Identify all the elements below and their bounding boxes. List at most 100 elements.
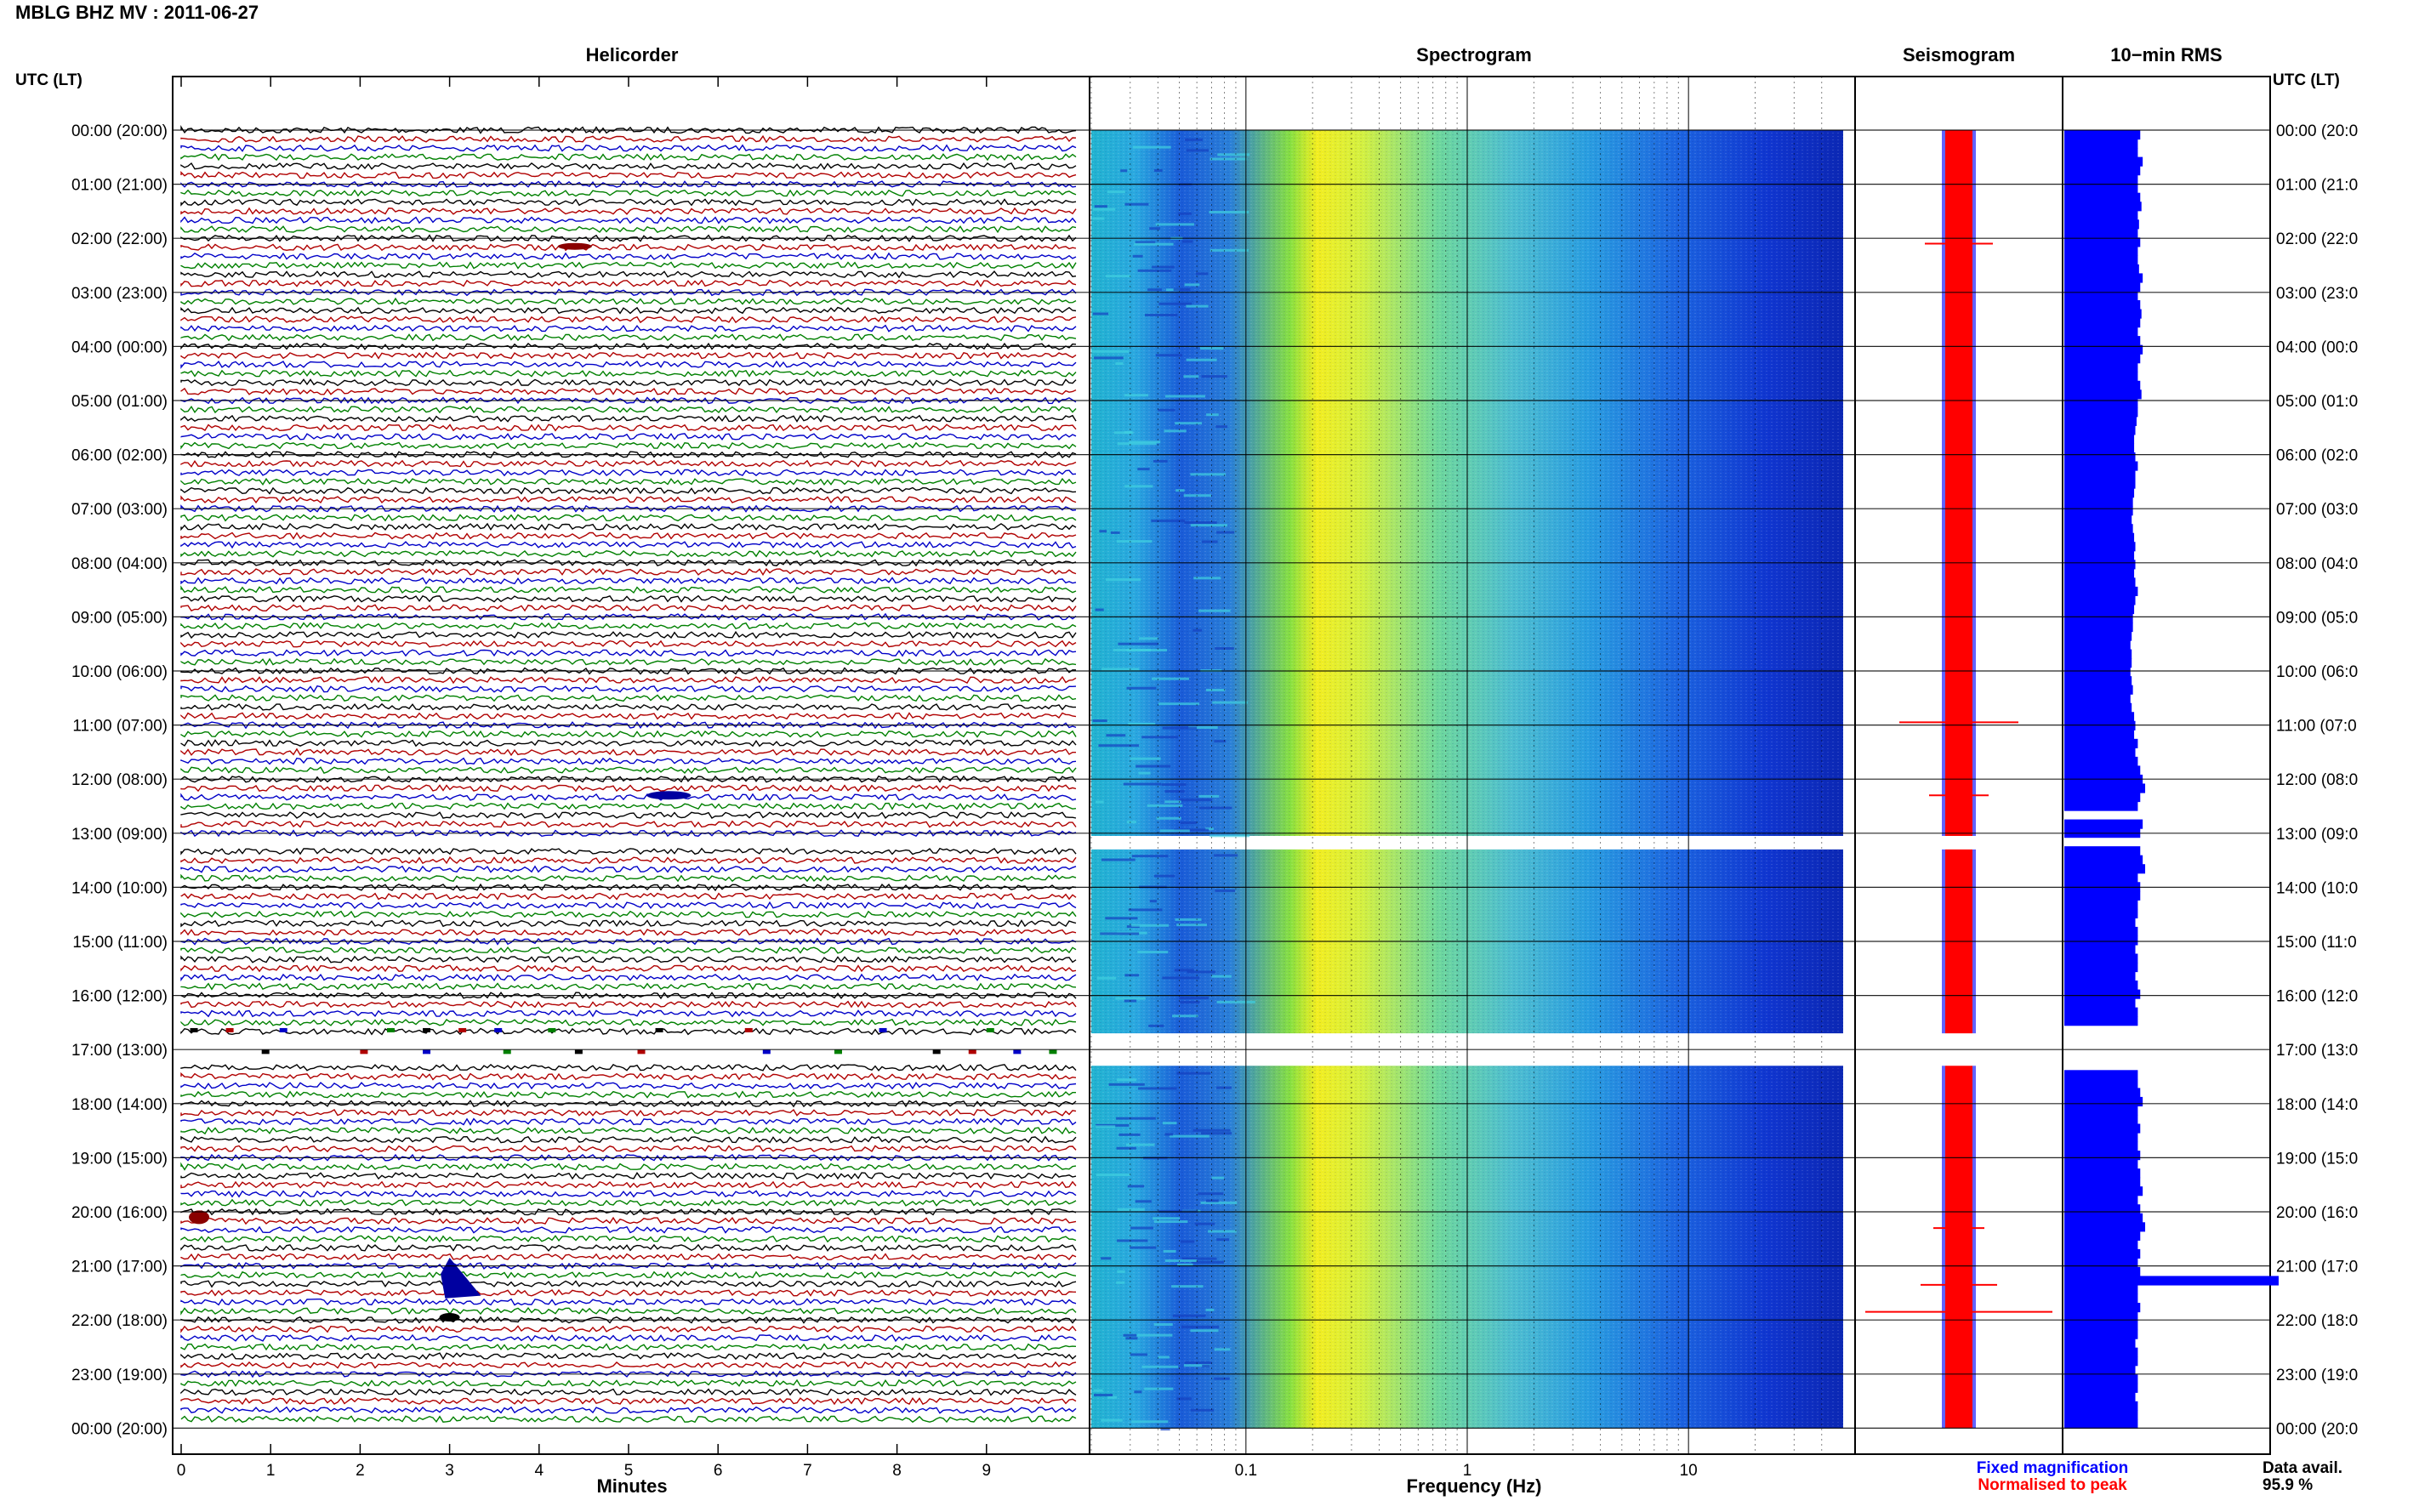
rms-bar [2064,747,2136,758]
spectrogram-streak [1198,609,1231,612]
helicorder-frame [172,76,1090,1455]
left-time-label: 18:00 (14:00) [71,1096,168,1114]
spectrogram-streak [1183,375,1199,378]
rms-bar [2064,1088,2141,1098]
spectrogram-streak [1147,804,1183,807]
helicorder-trace-line [180,243,1077,252]
rms-bar [2064,354,2141,364]
spectrogram-streak [1124,394,1148,397]
rms-bar [2064,963,2138,973]
helicorder-trace-line [180,739,1077,747]
spectrogram-streak [1098,744,1140,747]
left-time-label: 01:00 (21:00) [71,177,168,195]
rms-bar [2064,184,2138,194]
helicorder-trace-line [180,883,1077,892]
data-availability-value: 95.9 % [2262,1476,2313,1494]
spectrogram-streak [1175,489,1185,492]
rms-bar [2064,1383,2138,1393]
spectrogram-streak [1181,1257,1217,1260]
spectrogram-streak [1144,1387,1174,1390]
helicorder-trace-line [180,207,1077,215]
spectrogram-streak [1096,1174,1130,1177]
spectrogram-streak [1153,874,1175,878]
spectrogram-streak [1183,494,1211,497]
rms-bar [2064,1410,2138,1420]
spectrogram-streak [1190,1329,1219,1333]
spectrogram-streak [1174,828,1210,832]
helicorder-trace-line [180,955,1077,963]
rms-bar [2064,1347,2138,1357]
rms-bar [2064,1258,2138,1268]
spectrogram-streak [1202,1364,1210,1367]
helicorder-data-fragment [762,1049,771,1054]
rms-bar [2064,550,2135,560]
right-time-label: 20:00 (16:0 [2276,1204,2358,1222]
helicorder-trace-line [180,432,1077,441]
spectrogram-streak [1192,628,1203,632]
spectrogram-streak [1165,288,1180,292]
spectrogram-streak [1164,800,1181,804]
helicorder-trace-line [180,1172,1077,1180]
spectrogram-streak [1094,1393,1113,1396]
spectrogram-streak [1171,1285,1204,1288]
right-time-label: 17:00 (13:0 [2276,1042,2358,1060]
helicorder-trace-line [180,1298,1077,1306]
helicorder-trace-line [180,495,1077,504]
rms-bar [2064,1266,2141,1277]
spectrogram-streak [1176,1263,1193,1266]
rms-bar [2064,479,2136,489]
rms-bar [2064,336,2141,346]
spectrogram-streak [1149,900,1157,903]
rms-bar [2064,1078,2138,1089]
spectrogram-streak [1183,1364,1210,1367]
rms-bar [2064,801,2138,811]
spectrogram-streak [1164,429,1187,433]
spectrogram-streak [1179,997,1209,1000]
helicorder-trace-line [180,1081,1077,1090]
data-availability-label: Data avail. [2262,1459,2342,1477]
rms-bar [2064,622,2133,633]
rms-bar [2064,586,2138,596]
helicorder-trace-line [180,252,1077,260]
spectrogram-streak [1160,1428,1170,1431]
right-time-label: 15:00 (11:0 [2276,934,2357,952]
helicorder-trace-line [180,451,1077,458]
left-time-label: 19:00 (15:00) [71,1150,168,1168]
helicorder-trace-line [180,594,1077,603]
spectrogram-streak [1214,1377,1230,1380]
helicorder-trace-line [180,315,1077,324]
spectrogram-streak [1205,1308,1215,1311]
rms-bar [2064,1276,2279,1286]
right-time-label: 12:00 (08:0 [2276,771,2358,789]
helicorder-trace-line [180,486,1077,495]
rms-bars [2064,130,2279,1429]
helicorder-trace-line [180,1198,1077,1207]
helicorder-data-fragment [834,1049,842,1054]
rms-bar [2064,425,2136,435]
helicorder-trace-line [180,1009,1077,1018]
rms-bar [2064,452,2136,463]
spectrogram-streak [1117,442,1157,446]
seismogram-fixed-trace [1942,130,1945,836]
rms-bar [2064,524,2133,534]
rms-bar [2064,1222,2146,1232]
spectrogram-streak [1116,1281,1125,1284]
helicorder-data-fragment [548,1027,556,1032]
spectrogram-streak [1148,1024,1164,1027]
rms-bar [2064,1168,2141,1179]
left-time-label: 13:00 (09:00) [71,826,168,844]
rms-bar [2064,953,2138,963]
rms-panel [2062,76,2279,1455]
spectrogram-streak [1117,1270,1125,1273]
rms-bar [2064,667,2131,677]
rms-bar [2064,981,2138,991]
spectrogram-streak [1138,637,1158,640]
right-time-label: 09:00 (05:0 [2276,609,2358,627]
helicorder-trace-line [180,414,1077,423]
right-time-label: 21:00 (17:0 [2276,1259,2358,1276]
spectrogram-streak [1214,854,1238,857]
spectrogram-streak [1198,794,1220,798]
helicorder-trace-line [180,1288,1077,1297]
spectrogram-streak [1155,354,1182,357]
spectrogram-streak [1153,1323,1173,1327]
